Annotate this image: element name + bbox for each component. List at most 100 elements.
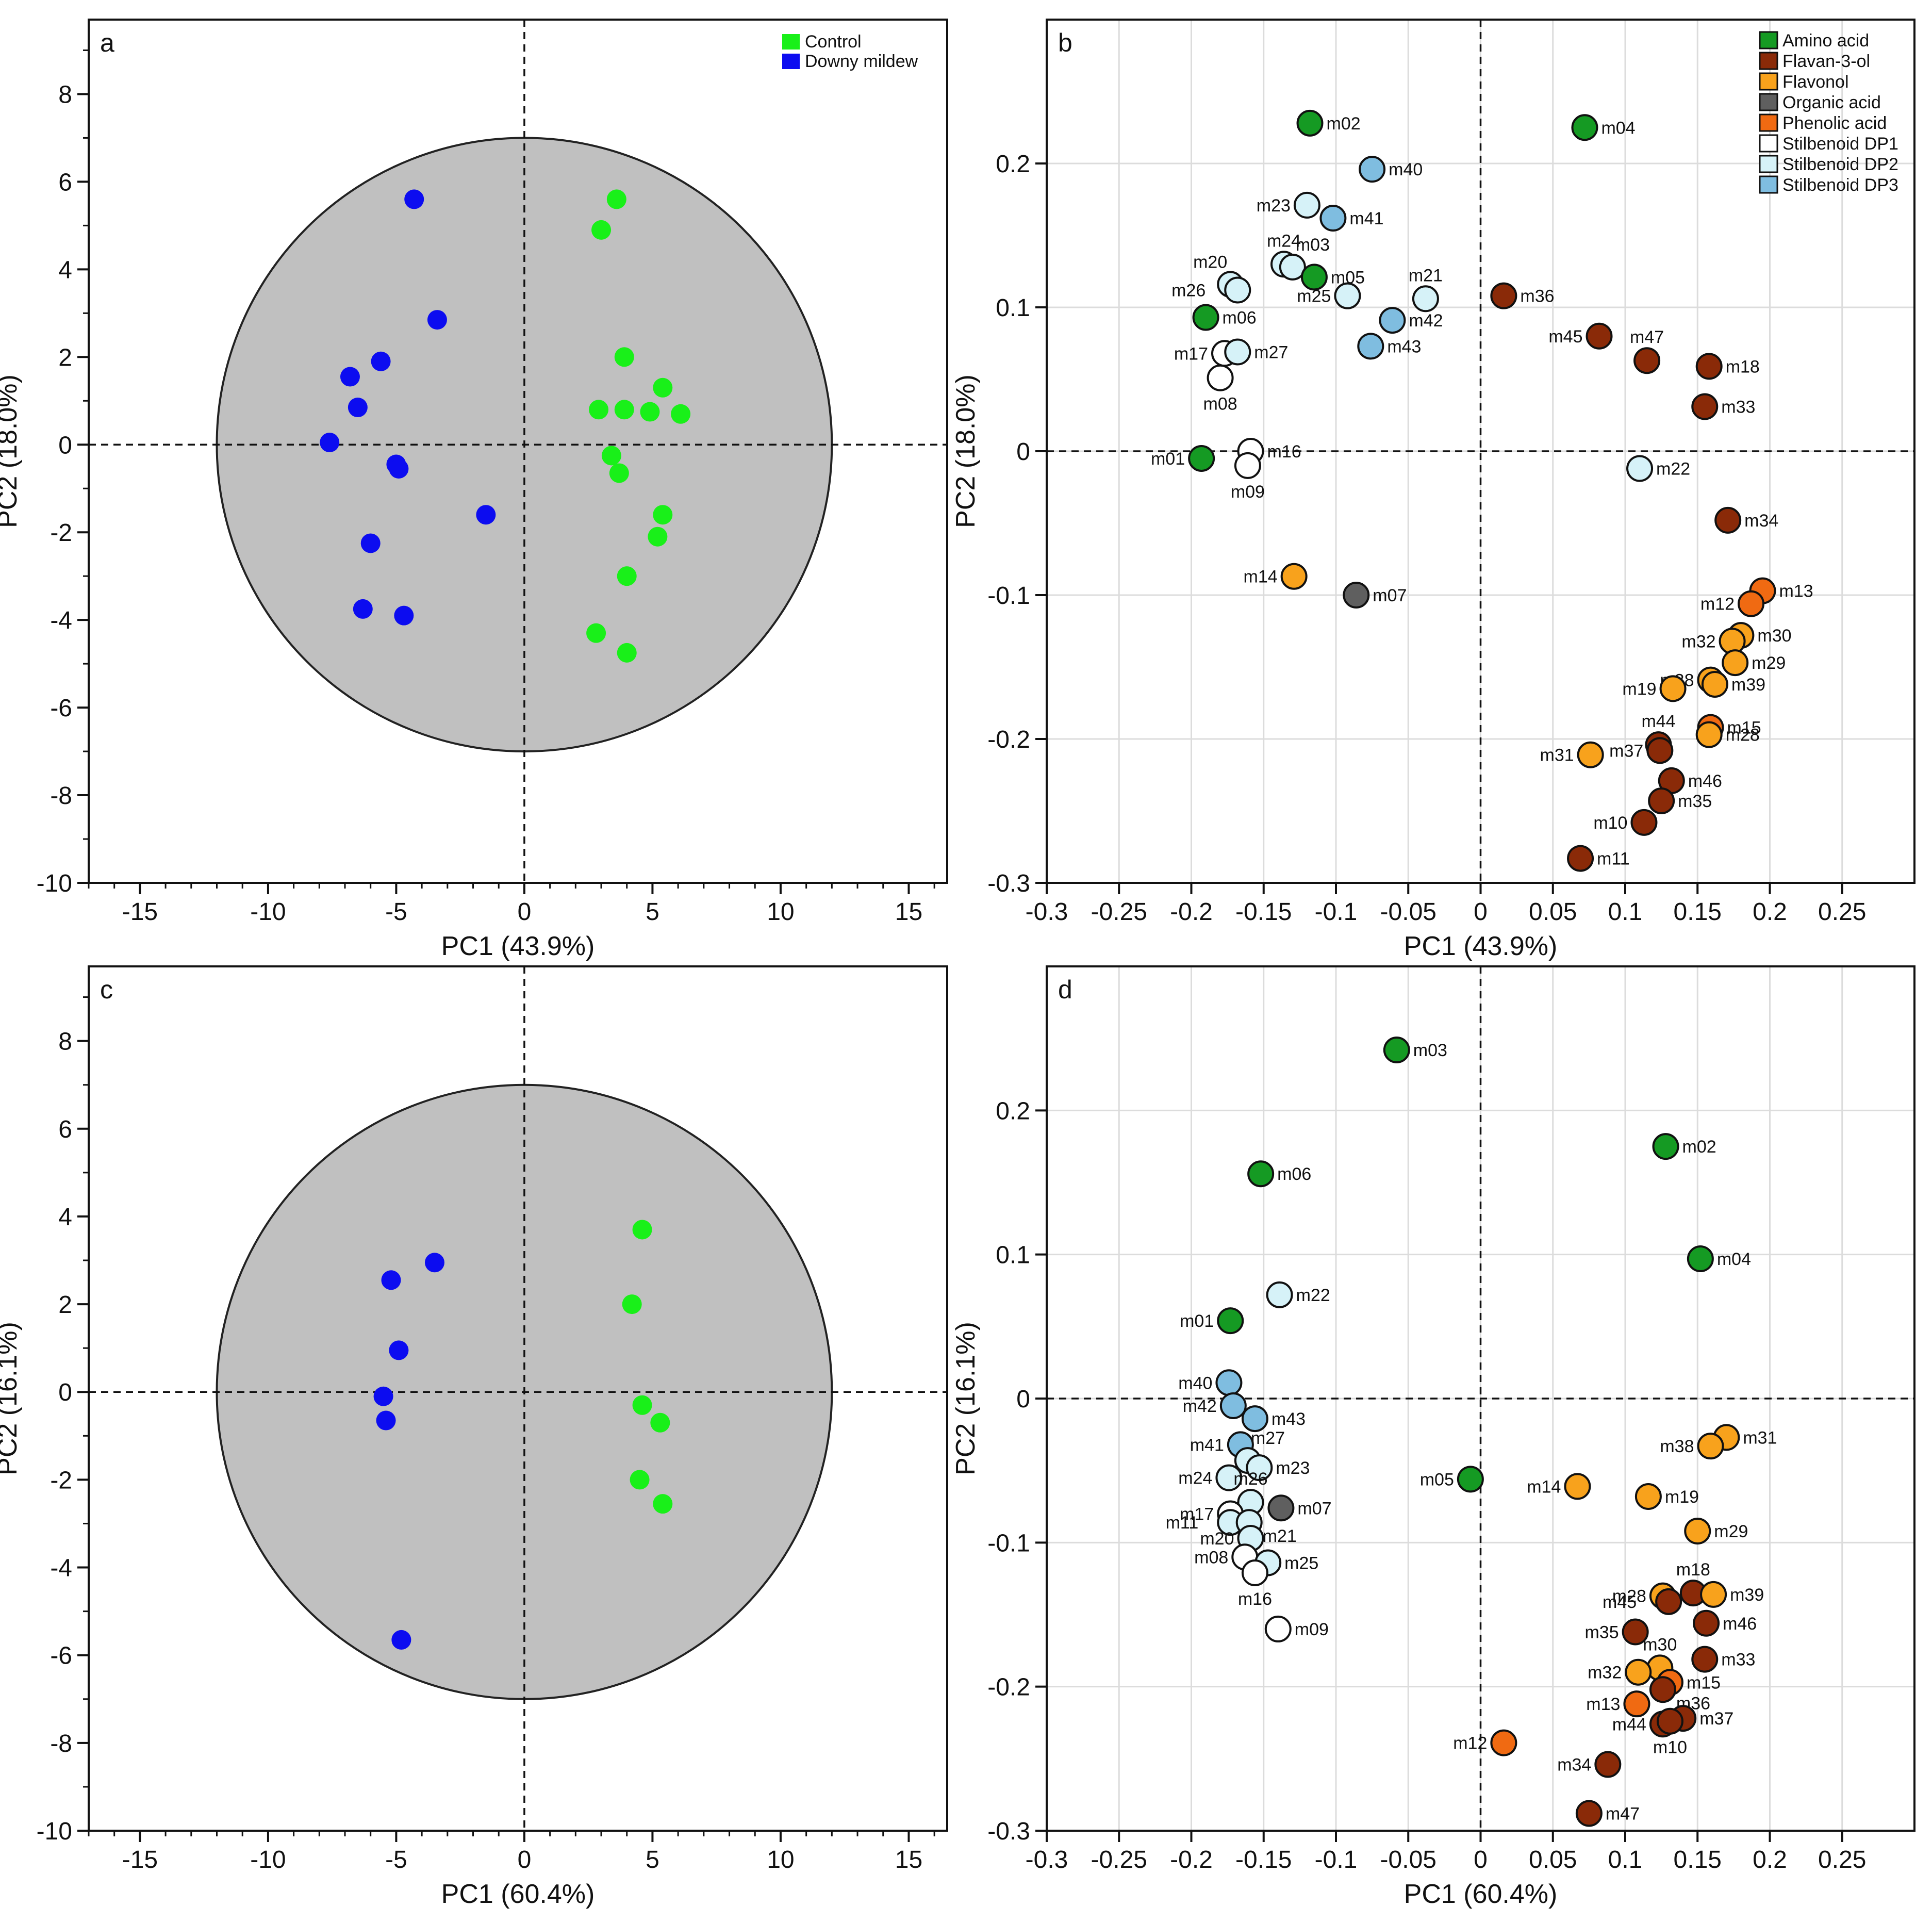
x-axis-label: PC1 (60.4%) — [441, 1879, 595, 1909]
point-label: m13 — [1586, 1695, 1620, 1714]
data-point-downy-mildew — [348, 398, 368, 418]
loading-point — [1247, 1160, 1275, 1188]
loading-point — [1215, 1369, 1243, 1396]
data-point-control — [671, 404, 691, 424]
data-point-control — [606, 189, 626, 209]
panel-a: -15 -10 -5 0 5 10 15 -10 -8 -6 -4 -2 0 2 4 6 8 PC1 (43.9%… — [0, 19, 948, 961]
point-label: m09 — [1231, 482, 1265, 502]
point-label: m45 — [1548, 327, 1582, 347]
loading-point — [1697, 1433, 1724, 1460]
data-point-downy-mildew — [340, 367, 360, 387]
x-axis-label: PC1 (60.4%) — [1404, 1879, 1558, 1909]
plot-frame — [88, 965, 948, 1832]
point-label: m46 — [1723, 1614, 1757, 1634]
data-point-downy-mildew — [476, 505, 496, 525]
data-point-downy-mildew — [353, 599, 373, 619]
data-point-downy-mildew — [376, 1410, 396, 1431]
legend-swatch — [1759, 31, 1778, 50]
loading-point — [1215, 1464, 1243, 1491]
point-label: m08 — [1194, 1548, 1228, 1567]
data-point-control — [630, 1470, 650, 1490]
point-label: m47 — [1630, 327, 1664, 347]
point-label: m33 — [1721, 398, 1755, 417]
loading-point — [1691, 393, 1719, 420]
point-label: m41 — [1349, 209, 1383, 228]
loading-point — [1207, 364, 1234, 391]
x-tick-label: -0.1 — [1315, 1846, 1358, 1873]
legend-label: Amino acid — [1782, 31, 1869, 51]
loading-point — [1722, 649, 1749, 677]
y-tick-label: 6 — [58, 169, 72, 196]
loading-point — [1267, 1494, 1295, 1522]
x-tick-label: 0.25 — [1818, 1846, 1866, 1873]
data-point-control — [650, 1412, 670, 1433]
point-label: m29 — [1714, 1522, 1748, 1541]
y-tick-label: 0 — [1016, 438, 1030, 466]
y-tick-label: 8 — [58, 81, 72, 108]
loading-point — [1379, 307, 1406, 334]
point-label: m39 — [1731, 675, 1765, 695]
point-label: m11 — [1166, 1513, 1199, 1533]
loading-point — [1577, 741, 1604, 768]
point-label: m10 — [1653, 1738, 1687, 1757]
legend-swatch — [1759, 113, 1778, 132]
data-point-downy-mildew — [391, 1630, 411, 1650]
point-label: m32 — [1681, 632, 1715, 651]
loading-point — [1695, 721, 1723, 748]
x-axis-label: PC1 (43.9%) — [1404, 931, 1558, 961]
point-label: m43 — [1272, 1409, 1306, 1429]
data-point-control — [614, 400, 634, 420]
data-point-control — [632, 1395, 652, 1415]
y-axis-label: PC2 (16.1%) — [951, 1322, 981, 1475]
y-axis-label: PC2 (16.1%) — [0, 1322, 23, 1475]
loading-point — [1192, 304, 1219, 331]
loading-point — [1490, 1729, 1517, 1756]
loading-point — [1659, 675, 1687, 702]
loading-point — [1693, 1609, 1720, 1637]
legend-swatch — [1759, 134, 1778, 153]
legend-swatch — [782, 34, 800, 50]
x-tick-label: -0.25 — [1091, 1846, 1147, 1873]
point-label: m04 — [1717, 1250, 1751, 1269]
point-label: m17 — [1180, 1504, 1214, 1524]
point-label: m24 — [1267, 231, 1301, 251]
data-point-control — [586, 623, 606, 643]
data-point-downy-mildew — [389, 458, 409, 479]
loading-point — [1241, 1559, 1268, 1586]
legend-label: Downy mildew — [805, 52, 918, 71]
point-label: m27 — [1251, 1428, 1285, 1448]
x-tick-label: -0.3 — [1026, 898, 1068, 926]
loading-point — [1359, 156, 1386, 183]
point-label: m37 — [1609, 741, 1643, 761]
legend-label: Flavonol — [1782, 72, 1849, 92]
point-label: m03 — [1296, 235, 1330, 255]
loading-point — [1357, 333, 1384, 360]
point-label: m47 — [1606, 1804, 1640, 1823]
point-label: m35 — [1584, 1623, 1619, 1642]
point-label: m13 — [1779, 582, 1813, 601]
loading-point — [1564, 1473, 1591, 1500]
x-tick-label: 5 — [646, 898, 659, 926]
loading-point — [1701, 670, 1728, 698]
y-tick-label: -6 — [50, 695, 72, 722]
point-label: m25 — [1297, 287, 1331, 306]
point-label: m29 — [1752, 653, 1786, 673]
x-tick-label: 15 — [895, 1846, 922, 1873]
point-label: m04 — [1601, 118, 1635, 138]
y-tick-label: -0.3 — [987, 870, 1030, 897]
point-label: m42 — [1183, 1396, 1217, 1416]
point-label: m44 — [1641, 712, 1675, 731]
point-label: m16 — [1267, 442, 1301, 462]
point-label: m19 — [1665, 1487, 1699, 1507]
data-point-control — [632, 1220, 652, 1240]
legend-swatch — [1759, 155, 1778, 173]
loading-point — [1457, 1466, 1484, 1493]
x-tick-label: -15 — [122, 898, 158, 926]
loading-point — [1575, 1800, 1603, 1827]
x-tick-label: 10 — [767, 898, 794, 926]
loading-point — [1234, 452, 1261, 479]
point-label: m26 — [1171, 281, 1206, 301]
point-label: m24 — [1178, 1469, 1212, 1488]
loading-point — [1224, 338, 1251, 366]
